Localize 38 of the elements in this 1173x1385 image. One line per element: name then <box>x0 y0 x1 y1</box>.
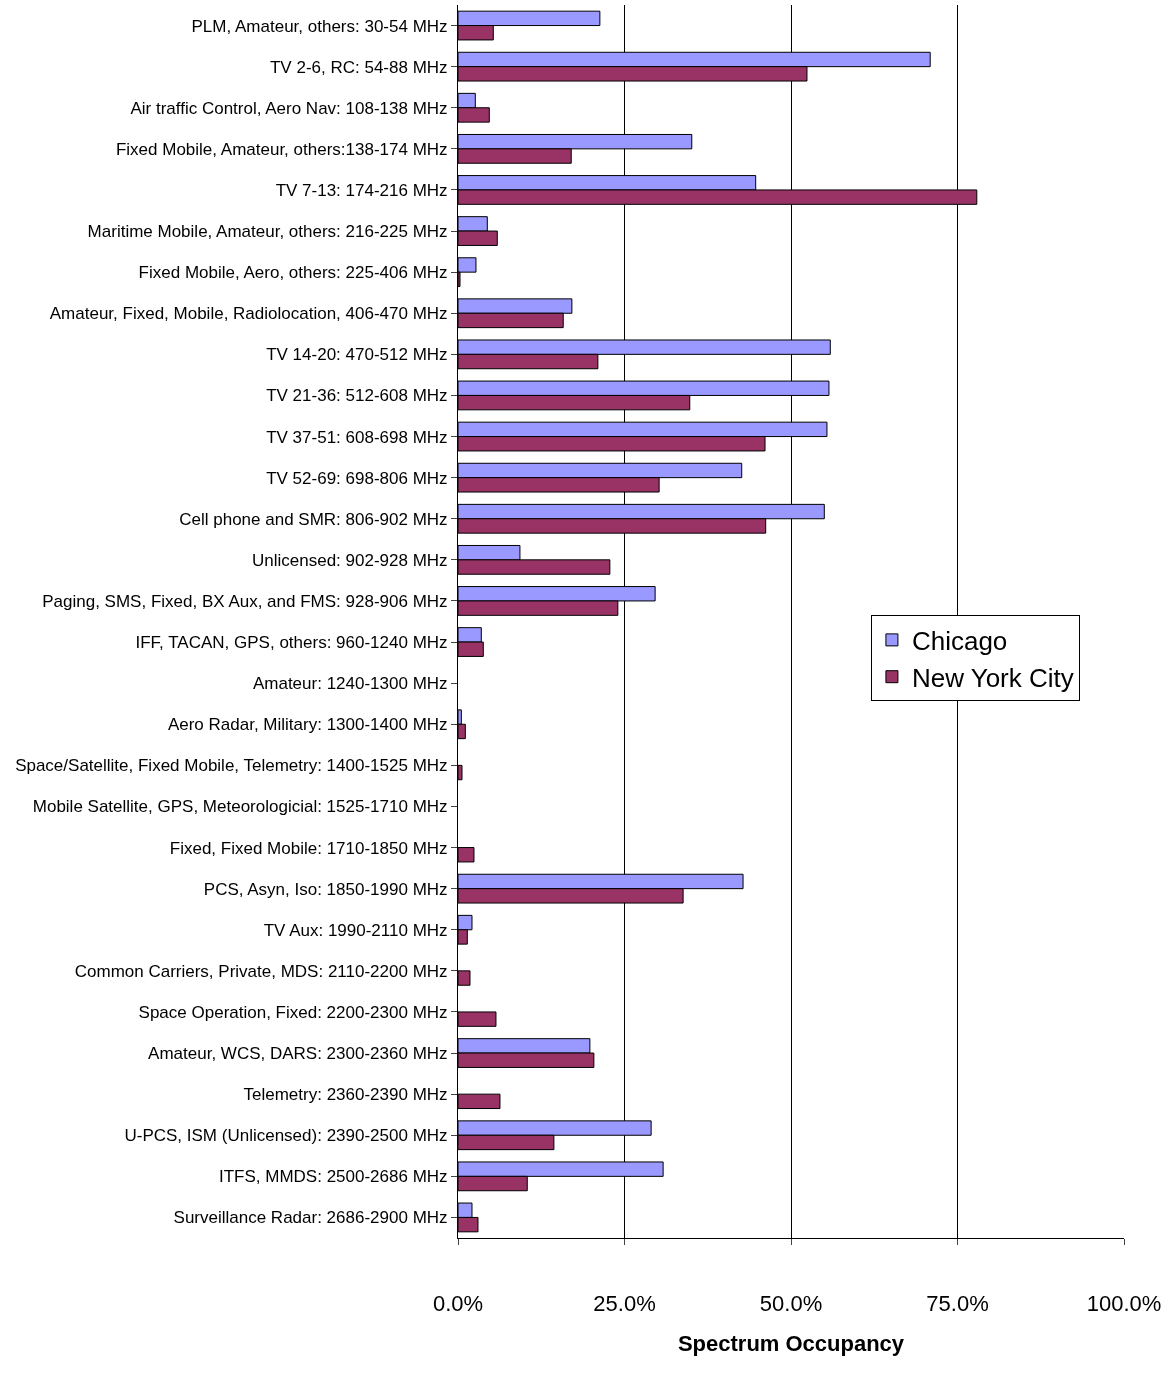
y-tick-label: U-PCS, ISM (Unlicensed): 2390-2500 MHz <box>124 1126 448 1146</box>
y-tick-label: Amateur, WCS, DARS: 2300-2360 MHz <box>148 1044 448 1063</box>
x-tick-label: 50.0% <box>759 1291 823 1317</box>
y-tick-label: TV 37-51: 608-698 MHz <box>266 427 448 447</box>
y-tick-label: TV 2-6, RC: 54-88 MHz <box>269 57 448 77</box>
y-tick-label: Paging, SMS, Fixed, BX Aux, and FMS: 928-906 MHz <box>42 591 448 611</box>
y-tick-label: TV 52-69: 698-806 MHz <box>266 468 448 488</box>
x-axis-title: Spectrum Occupancy <box>677 1331 905 1357</box>
x-tick-label: 0.0% <box>432 1291 484 1317</box>
y-tick-label: Common Carriers, Private, MDS: 2110-2200 MHz <box>74 961 448 981</box>
y-tick-label: TV 21-36: 512-608 MHz <box>266 386 448 406</box>
y-tick-label: TV 7-13: 174-216 MHz <box>275 180 448 200</box>
x-tick-label: 75.0% <box>926 1291 989 1317</box>
legend-label: Chicago <box>911 626 1008 657</box>
y-tick-label: Amateur, Fixed, Mobile, Radiolocation, 406-470 MHz <box>49 304 448 324</box>
y-tick-label: Aero Radar, Military: 1300-1400 MHz <box>167 715 448 735</box>
y-tick-label: PLM, Amateur, others: 30-54 MHz <box>191 16 448 36</box>
y-tick-label: Maritime Mobile, Amateur, others: 216-225 MHz <box>87 222 448 241</box>
legend-label: New York City <box>911 662 1074 693</box>
y-tick-label: Cell phone and SMR: 806-902 MHz <box>179 509 448 529</box>
y-tick-label: Mobile Satellite, GPS, Meteorologicial: 1525-1710 MHz <box>32 797 448 817</box>
y-tick-label: Air traffic Control, Aero Nav: 108-138 MHz <box>130 98 448 118</box>
x-tick-label: 100.0% <box>1086 1291 1162 1317</box>
y-tick-label: Fixed, Fixed Mobile: 1710-1850 MHz <box>169 838 448 858</box>
y-tick-label: PCS, Asyn, Iso: 1850-1990 MHz <box>203 879 448 899</box>
y-tick-label: Telemetry: 2360-2390 MHz <box>243 1085 448 1105</box>
y-tick-label: Space/Satellite, Fixed Mobile, Telemetry: 1400-1525 MHz <box>15 756 448 776</box>
x-tick-label: 25.0% <box>593 1291 656 1317</box>
y-tick-label: IFF, TACAN, GPS, others: 960-1240 MHz <box>135 633 448 652</box>
y-tick-label: Fixed Mobile, Amateur, others:138-174 MHz <box>115 139 448 159</box>
y-tick-label: TV 14-20: 470-512 MHz <box>266 345 448 365</box>
y-tick-label: Space Operation, Fixed: 2200-2300 MHz <box>138 1002 448 1022</box>
y-tick-label: Amateur: 1240-1300 MHz <box>252 674 448 694</box>
y-tick-label: ITFS, MMDS: 2500-2686 MHz <box>218 1167 448 1187</box>
y-tick-label: Surveillance Radar: 2686-2900 MHz <box>173 1208 448 1228</box>
y-tick-label: Fixed Mobile, Aero, others: 225-406 MHz <box>138 263 448 283</box>
y-tick-label: Unlicensed: 902-928 MHz <box>251 550 448 570</box>
y-tick-label: TV Aux: 1990-2110 MHz <box>263 920 448 940</box>
